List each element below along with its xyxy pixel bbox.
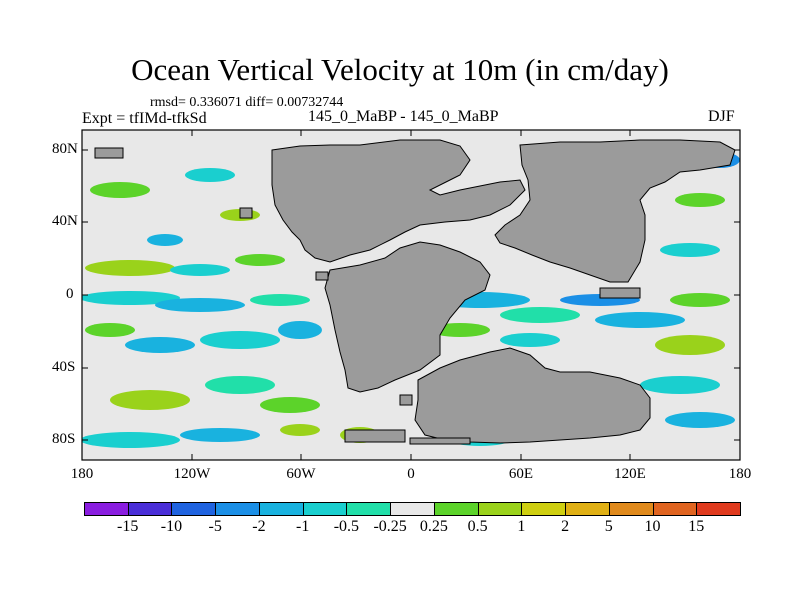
colorbar-swatch [302, 502, 348, 516]
season-label: DJF [708, 108, 735, 125]
landmass-north-west [271, 139, 526, 263]
colorbar-label: 15 [688, 518, 705, 535]
land-masses [94, 139, 736, 445]
runs-label: 145_0_MaBP - 145_0_MaBP [308, 108, 499, 125]
colorbar-label: -5 [208, 518, 222, 535]
colorbar-label: 5 [604, 518, 613, 535]
island [409, 437, 471, 445]
colorbar-label: -0.25 [373, 518, 407, 535]
colorbar-swatch [608, 502, 654, 516]
colorbar-label: -10 [160, 518, 183, 535]
lon-label: 180 [70, 466, 94, 482]
colorbar-swatch [258, 502, 304, 516]
colorbar-label: 0.5 [467, 518, 488, 535]
colorbar-swatch [521, 502, 567, 516]
colorbar-label: -1 [295, 518, 310, 535]
island [239, 207, 253, 219]
colorbar-swatch [652, 502, 698, 516]
lon-label: 0 [407, 466, 415, 482]
colorbar-swatch [171, 502, 217, 516]
island [399, 394, 413, 406]
lat-label: 40N [52, 213, 78, 229]
colorbar-label: 2 [561, 518, 570, 535]
colorbar-swatch [84, 502, 129, 516]
colorbar-swatch [215, 502, 260, 516]
colorbar-swatch [346, 502, 392, 516]
colorbar-label: -2 [252, 518, 266, 535]
experiment-label: Expt = tfIMd-tfkSd [82, 110, 207, 127]
colorbar-swatch [433, 502, 479, 516]
colorbar-label: 10 [644, 518, 661, 535]
stats-label: rmsd= 0.336071 diff= 0.00732744 [150, 95, 344, 110]
lon-label: 120W [173, 466, 211, 482]
island [344, 429, 406, 443]
island [315, 271, 329, 281]
lon-label: 120E [614, 466, 646, 482]
colorbar-swatch [127, 502, 173, 516]
colorbar-swatch [390, 502, 435, 516]
landmass-north-east [494, 139, 736, 283]
lat-label: 80N [52, 141, 78, 157]
colorbar-label: 0.25 [419, 518, 448, 535]
colorbar-swatch [565, 502, 610, 516]
lat-label: 0 [66, 286, 74, 302]
axis-ticks [82, 130, 740, 460]
lon-label: 60W [286, 466, 316, 482]
lat-label: 80S [52, 431, 76, 447]
colorbar-swatch [696, 502, 741, 516]
lat-label: 40S [52, 359, 76, 375]
island [94, 147, 124, 159]
island [599, 287, 641, 299]
lon-label: 60E [508, 466, 534, 482]
colorbar-label: -0.5 [333, 518, 360, 535]
colorbar-label: 1 [517, 518, 526, 535]
map-title: Ocean Vertical Velocity at 10m (in cm/da… [131, 52, 669, 87]
colorbar-label: -15 [117, 518, 139, 535]
lon-label: 180 [728, 466, 752, 482]
landmass-south-central [324, 241, 491, 393]
colorbar-swatch [477, 502, 523, 516]
